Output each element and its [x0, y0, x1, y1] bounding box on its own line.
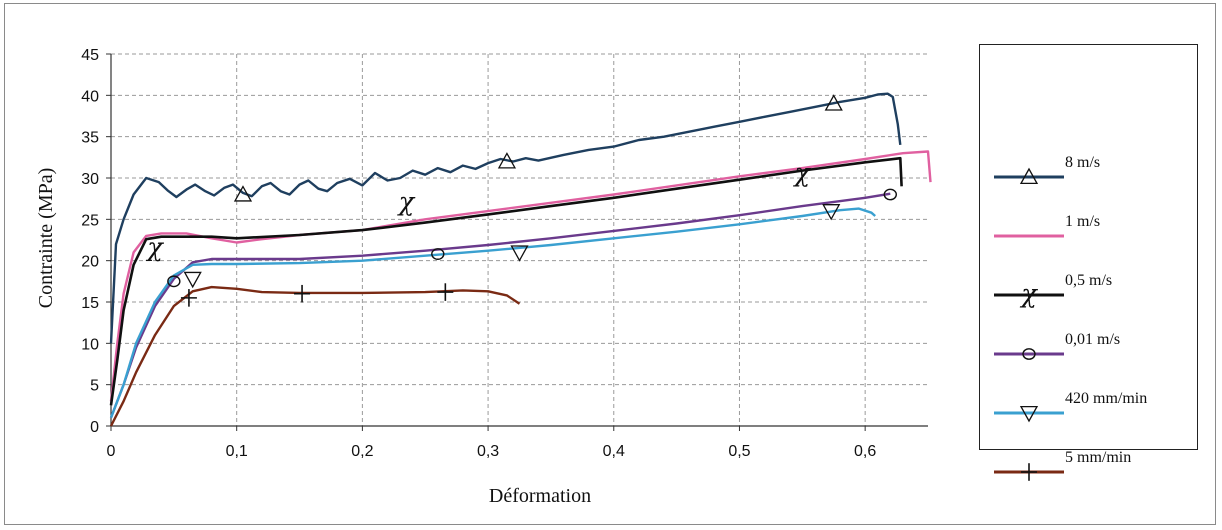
grid — [111, 53, 928, 426]
legend: 8 m/s 1 m/s χ 0,5 m/s 0,01 m/s 420 mm/mi… — [979, 44, 1199, 481]
circle-marker — [883, 188, 897, 201]
x-axis-title: Déformation — [489, 485, 591, 507]
series-markers: χ χ χ — [145, 94, 897, 307]
y-tick-label: 5 — [90, 378, 99, 395]
circle-marker — [1022, 348, 1036, 360]
inverted-triangle-marker — [183, 271, 202, 289]
circle-marker — [167, 275, 181, 288]
x-tick-label: 0,4 — [603, 443, 625, 460]
chi-marker: χ — [397, 187, 416, 217]
x-tick-label: 0,6 — [854, 443, 876, 460]
x-tick-label: 0,2 — [351, 443, 373, 460]
triangle-marker — [824, 94, 843, 111]
inverted-triangle-marker — [1019, 405, 1039, 423]
y-axis-title: Contrainte (MPa) — [35, 168, 57, 309]
x-tick-label: 0 — [107, 443, 116, 460]
series-line — [109, 285, 521, 427]
series-line — [109, 192, 891, 419]
legend-swatch — [994, 167, 1064, 185]
legend-item: χ 0,5 m/s — [980, 272, 1199, 315]
legend-item: 5 mm/min — [980, 449, 1199, 492]
legend-label: 0,01 m/s — [1065, 331, 1121, 348]
legend-item: 0,01 m/s — [980, 331, 1199, 374]
chi-marker: χ — [145, 232, 164, 262]
circle-marker — [431, 248, 445, 260]
x-tick-label: 0,1 — [226, 443, 248, 460]
tick-labels: 0 5 10 15 20 25 30 35 40 45 0 0,1 0,2 0,3 0,4 0,5 0,6 — [81, 47, 876, 460]
chart-frame — [4, 3, 1216, 525]
triangle-marker — [497, 152, 517, 169]
y-tick-label: 30 — [81, 171, 99, 188]
series-line — [109, 150, 932, 402]
chi-marker: χ — [1019, 279, 1038, 309]
y-tick-label: 25 — [81, 212, 99, 229]
legend-label: 5 mm/min — [1065, 449, 1132, 466]
inverted-triangle-marker — [510, 245, 529, 262]
legend-swatch — [994, 348, 1064, 360]
legend-swatch — [994, 463, 1064, 481]
series-lines — [109, 92, 932, 427]
chi-marker: χ — [793, 158, 812, 188]
legend-label: 420 mm/min — [1065, 390, 1148, 407]
x-tick-label: 0,5 — [728, 443, 750, 460]
legend-swatch — [994, 234, 1064, 238]
axes — [106, 53, 928, 431]
triangle-marker — [233, 185, 253, 202]
legend-label: 0,5 m/s — [1065, 272, 1113, 289]
triangle-marker — [1019, 167, 1039, 185]
legend-label: 1 m/s — [1065, 213, 1101, 230]
series-line — [109, 92, 902, 344]
y-tick-label: 15 — [81, 295, 99, 312]
legend-label: 8 m/s — [1065, 154, 1101, 171]
y-tick-label: 20 — [81, 254, 99, 271]
legend-item: 8 m/s — [980, 154, 1199, 197]
y-tick-label: 0 — [90, 419, 99, 436]
y-tick-label: 10 — [81, 336, 99, 353]
x-tick-label: 0,3 — [477, 443, 499, 460]
legend-swatch: χ — [994, 279, 1064, 309]
inverted-triangle-marker — [822, 204, 841, 221]
y-tick-label: 40 — [81, 88, 99, 105]
legend-item: 420 mm/min — [980, 390, 1199, 433]
series-line — [109, 156, 903, 406]
legend-item: 1 m/s — [980, 213, 1199, 256]
y-tick-label: 35 — [81, 130, 99, 147]
y-tick-label: 45 — [81, 47, 99, 64]
legend-swatch — [994, 405, 1064, 423]
